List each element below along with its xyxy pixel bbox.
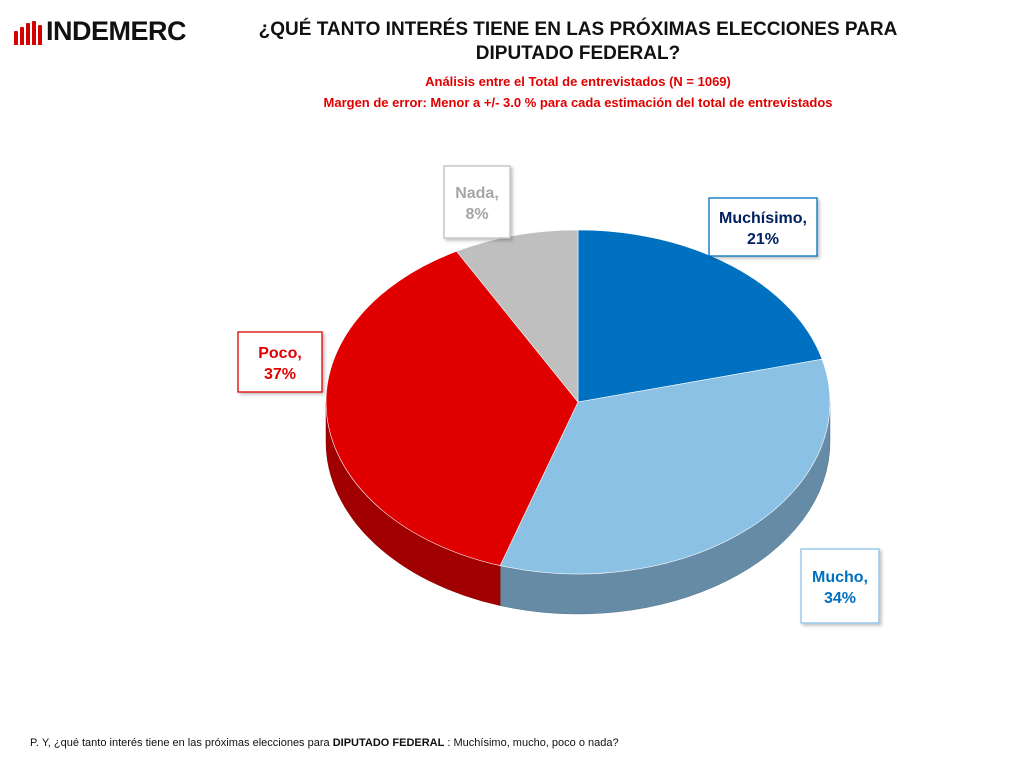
chart-subtitle-sample: Análisis entre el Total de entrevistados… — [425, 74, 731, 89]
data-label-value: 8% — [465, 206, 488, 223]
data-label-poco: Poco, 37% — [237, 331, 323, 393]
pie-slice-poco — [325, 250, 579, 566]
data-label-value: 21% — [747, 231, 779, 248]
brand-name: INDEMERC — [46, 16, 187, 46]
data-label-value: 37% — [264, 366, 296, 383]
question-footnote: P. Y, ¿qué tanto interés tiene en las pr… — [30, 737, 619, 749]
indemerc-logo: INDEMERC — [14, 16, 187, 46]
footnote-suffix: : Muchísimo, mucho, poco o nada? — [444, 737, 619, 749]
data-label-mucho: Mucho, 34% — [800, 548, 880, 624]
chart-subtitle-margin: Margen de error: Menor a +/- 3.0 % para … — [323, 95, 833, 110]
data-label-value: 34% — [824, 590, 856, 607]
footnote-bold: DIPUTADO FEDERAL — [332, 737, 445, 749]
data-label-category: Muchísimo, — [719, 210, 807, 227]
pie-slice-mucho — [499, 358, 831, 575]
data-label-box — [800, 548, 880, 624]
data-label-category: Poco, — [258, 345, 302, 362]
pie-slice-muchísimo — [577, 229, 823, 403]
data-label-box — [443, 165, 511, 239]
data-label-box — [708, 197, 818, 257]
footnote-prefix: P. Y, ¿qué tanto interés tiene en las pr… — [30, 737, 333, 749]
data-label-box — [237, 331, 323, 393]
data-label-nada: Nada, 8% — [443, 165, 511, 239]
logo-bars-icon — [14, 21, 42, 45]
data-label-category: Mucho, — [812, 569, 868, 586]
chart-title: ¿QUÉ TANTO INTERÉS TIENE EN LAS PRÓXIMAS… — [258, 19, 898, 64]
data-label-category: Nada, — [455, 185, 499, 202]
pie-slice-nada — [456, 229, 579, 403]
data-label-muchísimo: Muchísimo, 21% — [708, 197, 818, 257]
